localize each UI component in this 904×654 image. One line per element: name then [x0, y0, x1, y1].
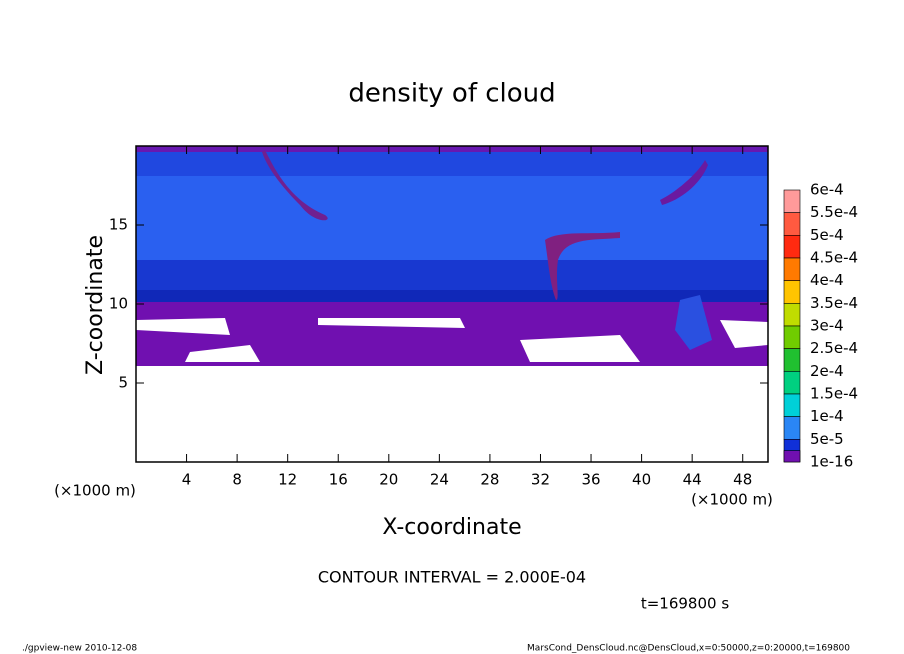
colorbar-label: 1.5e-4 [810, 385, 858, 403]
colorbar-box [783, 189, 801, 213]
colorbar-bottom [783, 450, 801, 463]
y-tick-label: 10 [109, 295, 128, 313]
colorbar-box [783, 371, 801, 395]
colorbar-label: 2.5e-4 [810, 339, 858, 357]
colorbar-label: 4e-4 [810, 271, 844, 289]
x-tick-label: 44 [683, 471, 702, 489]
colorbar-label: 4.5e-4 [810, 249, 858, 267]
x-tick-label: 36 [581, 471, 600, 489]
time-label: t=169800 s [641, 595, 729, 613]
colorbar-box [783, 280, 801, 304]
colorbar-label: 5e-5 [810, 430, 844, 448]
colorbar-label: 1e-16 [810, 453, 853, 471]
colorbar-label: 3.5e-4 [810, 294, 858, 312]
x-tick-label: 8 [232, 471, 242, 489]
colorbar-box [783, 325, 801, 349]
x-axis-label: X-coordinate [382, 515, 521, 540]
x-tick-label: 32 [531, 471, 550, 489]
y-axis-label: Z-coordinate [83, 235, 108, 375]
x-tick-label: 4 [182, 471, 192, 489]
chart-title: density of cloud [348, 79, 555, 109]
x-unit: (×1000 m) [691, 491, 773, 509]
colorbar-label: 6e-4 [810, 181, 844, 199]
colorbar-box [783, 235, 801, 259]
colorbar-label: 1e-4 [810, 407, 844, 425]
colorbar-box [783, 303, 801, 327]
colorbar-box [783, 212, 801, 236]
y-tick-label: 5 [118, 374, 128, 392]
colorbar-label: 5.5e-4 [810, 203, 858, 221]
colorbar-box [783, 393, 801, 417]
colorbar-box [783, 348, 801, 372]
colorbar-label: 3e-4 [810, 317, 844, 335]
x-tick-label: 48 [733, 471, 752, 489]
y-unit: (×1000 m) [54, 482, 136, 500]
contour-field [136, 146, 768, 462]
colorbar-label: 2e-4 [810, 362, 844, 380]
x-tick-label: 24 [430, 471, 449, 489]
footer-right: MarsCond_DensCloud.nc@DensCloud,x=0:5000… [527, 644, 850, 654]
x-tick-label: 20 [379, 471, 398, 489]
colorbar-box [783, 257, 801, 281]
x-tick-label: 12 [278, 471, 297, 489]
contour-interval: CONTOUR INTERVAL = 2.000E-04 [318, 568, 586, 587]
x-tick-label: 16 [329, 471, 348, 489]
colorbar-label: 5e-4 [810, 226, 844, 244]
x-tick-label: 40 [632, 471, 651, 489]
x-tick-label: 28 [480, 471, 499, 489]
footer-left: ./gpview-new 2010-12-08 [22, 644, 137, 654]
y-tick-label: 15 [109, 216, 128, 234]
colorbar-box [783, 416, 801, 440]
